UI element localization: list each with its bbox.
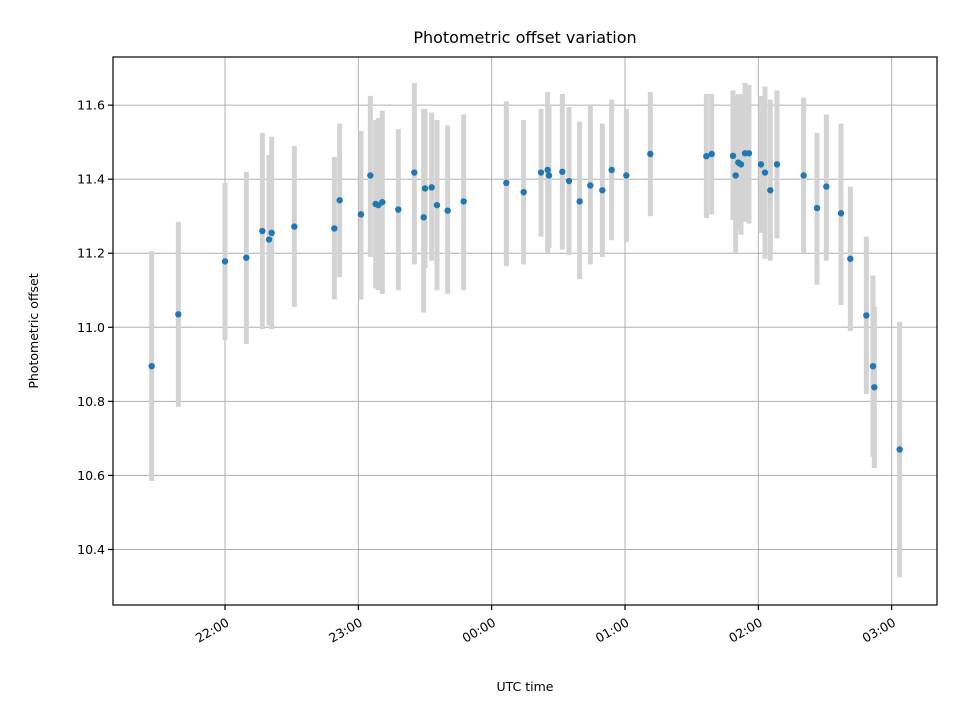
data-point bbox=[148, 362, 155, 370]
data-point bbox=[544, 166, 551, 174]
data-points bbox=[148, 150, 903, 453]
data-point bbox=[847, 255, 854, 262]
y-tick-label: 11.6 bbox=[77, 98, 105, 113]
y-tick-label: 11.0 bbox=[77, 320, 105, 335]
chart-title: Photometric offset variation bbox=[413, 28, 636, 47]
data-point bbox=[503, 179, 510, 187]
data-point bbox=[357, 211, 365, 218]
data-point bbox=[243, 254, 250, 261]
y-tick-label: 10.8 bbox=[77, 394, 105, 409]
data-point bbox=[800, 172, 807, 179]
data-point bbox=[331, 225, 338, 232]
data-point bbox=[647, 150, 654, 158]
data-point bbox=[823, 183, 830, 190]
data-point bbox=[268, 229, 275, 237]
y-axis-label: Photometric offset bbox=[26, 273, 41, 388]
data-point bbox=[367, 172, 374, 179]
data-point bbox=[773, 161, 781, 168]
data-point bbox=[761, 169, 769, 176]
data-point bbox=[599, 187, 606, 194]
data-point bbox=[737, 161, 745, 168]
data-point bbox=[608, 166, 615, 174]
data-point bbox=[837, 210, 845, 217]
data-point bbox=[420, 214, 427, 221]
data-point bbox=[757, 161, 765, 168]
data-point bbox=[576, 198, 583, 205]
data-point bbox=[729, 152, 737, 160]
data-point bbox=[703, 153, 710, 160]
data-point bbox=[265, 236, 273, 243]
data-point bbox=[259, 227, 266, 235]
data-point bbox=[537, 169, 545, 176]
data-point bbox=[433, 201, 441, 209]
data-point bbox=[545, 172, 553, 179]
y-tick-label: 11.4 bbox=[77, 172, 105, 187]
data-point bbox=[395, 206, 402, 213]
data-point bbox=[379, 198, 386, 206]
data-point bbox=[623, 172, 630, 179]
data-point bbox=[767, 187, 774, 194]
data-point bbox=[708, 150, 715, 158]
data-point bbox=[175, 311, 182, 318]
y-axis-ticks: 10.4 10.6 10.8 11.0 11.2 11.4 11.6 bbox=[77, 98, 113, 557]
data-point bbox=[221, 258, 229, 265]
data-point bbox=[460, 198, 467, 205]
x-axis-label: UTC time bbox=[497, 679, 554, 694]
data-point bbox=[896, 446, 903, 453]
data-point bbox=[863, 312, 870, 319]
data-point bbox=[745, 150, 753, 157]
data-point bbox=[520, 188, 527, 196]
y-tick-label: 10.6 bbox=[77, 468, 105, 483]
data-point bbox=[565, 177, 573, 185]
data-point bbox=[732, 172, 739, 179]
y-tick-label: 10.4 bbox=[77, 542, 105, 557]
data-point bbox=[428, 184, 435, 191]
data-point bbox=[871, 384, 878, 391]
data-point bbox=[813, 204, 821, 212]
data-point bbox=[421, 185, 429, 192]
data-point bbox=[411, 169, 418, 176]
data-point bbox=[336, 197, 343, 204]
data-point bbox=[559, 168, 566, 175]
data-point bbox=[291, 223, 298, 230]
data-point bbox=[444, 207, 451, 214]
grid bbox=[113, 57, 937, 605]
plot-frame bbox=[112, 56, 938, 606]
data-point bbox=[869, 362, 877, 370]
y-tick-label: 11.2 bbox=[77, 246, 105, 261]
data-point bbox=[587, 182, 594, 189]
